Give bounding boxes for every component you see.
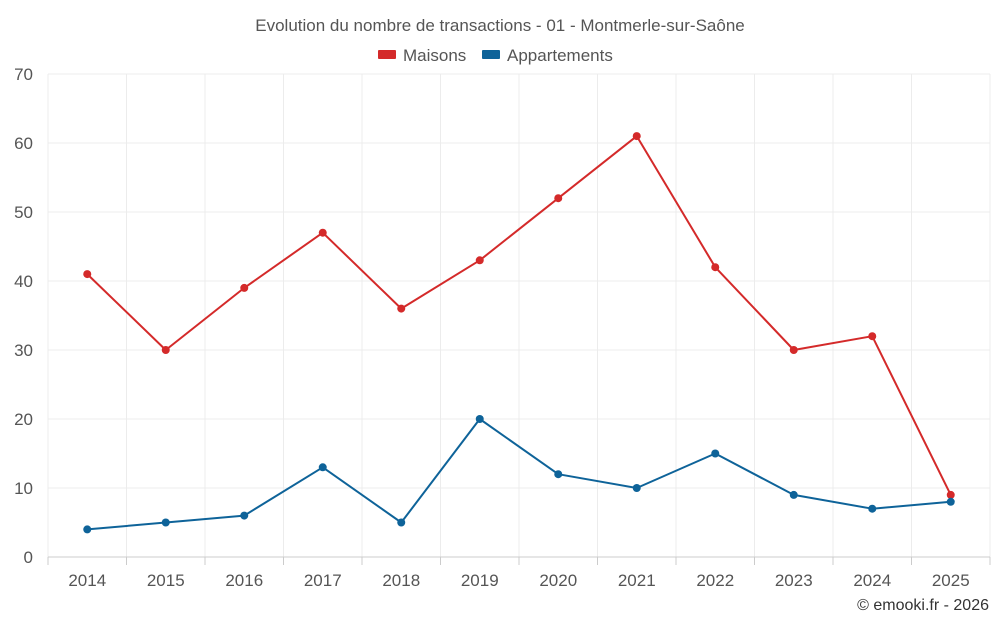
y-tick-label: 50 bbox=[14, 203, 33, 222]
series bbox=[83, 132, 955, 534]
point-appartements-2019[interactable] bbox=[475, 415, 484, 423]
series-line-appartements[interactable] bbox=[87, 418, 951, 531]
point-appartements-2015[interactable] bbox=[161, 518, 170, 527]
x-tick-label: 2025 bbox=[932, 571, 970, 590]
axes: 0 10 20 30 40 50 60 70 2014 2015 2016 2017 2018 2019 2… bbox=[14, 65, 991, 590]
y-tick-label: 30 bbox=[14, 341, 33, 360]
point-maisons-2025[interactable] bbox=[946, 490, 955, 499]
y-tick-label: 60 bbox=[14, 134, 33, 153]
point-maisons-2024[interactable] bbox=[868, 332, 877, 341]
point-appartements-2017[interactable] bbox=[318, 463, 327, 472]
point-appartements-2025[interactable] bbox=[946, 497, 955, 506]
point-appartements-2018[interactable] bbox=[397, 518, 406, 527]
point-appartements-2022[interactable] bbox=[711, 449, 720, 458]
x-tick-label: 2015 bbox=[147, 571, 185, 590]
point-maisons-2016[interactable] bbox=[240, 283, 249, 292]
y-tick-label: 0 bbox=[24, 548, 33, 567]
point-maisons-2023[interactable] bbox=[789, 346, 798, 354]
x-tick-label: 2023 bbox=[775, 571, 813, 590]
x-tick-label: 2020 bbox=[539, 571, 577, 590]
point-appartements-2021[interactable] bbox=[632, 484, 641, 492]
legend-swatch-appartements bbox=[482, 50, 500, 59]
legend-label-maisons[interactable]: Maisons bbox=[403, 46, 466, 65]
y-tick-label: 40 bbox=[14, 272, 33, 291]
point-appartements-2016[interactable] bbox=[240, 511, 249, 520]
x-tick-label: 2014 bbox=[68, 571, 106, 590]
credit-text: © emooki.fr - 2026 bbox=[857, 597, 989, 614]
grid bbox=[47, 73, 991, 557]
point-maisons-2017[interactable] bbox=[318, 228, 327, 237]
point-maisons-2015[interactable] bbox=[161, 346, 170, 354]
legend-swatch-maisons bbox=[378, 50, 396, 59]
x-tick-label: 2017 bbox=[304, 571, 342, 590]
y-tick-label: 10 bbox=[14, 479, 33, 498]
x-tick-label: 2021 bbox=[618, 571, 656, 590]
point-maisons-2018[interactable] bbox=[397, 304, 406, 313]
y-tick-label: 20 bbox=[14, 410, 33, 429]
point-maisons-2020[interactable] bbox=[554, 194, 563, 203]
x-tick-label: 2024 bbox=[853, 571, 891, 590]
point-maisons-2021[interactable] bbox=[632, 132, 641, 141]
point-appartements-2023[interactable] bbox=[789, 490, 798, 499]
point-appartements-2020[interactable] bbox=[554, 470, 563, 479]
x-tick-label: 2022 bbox=[696, 571, 734, 590]
legend-label-appartements[interactable]: Appartements bbox=[507, 46, 613, 65]
y-tick-label: 70 bbox=[14, 65, 33, 84]
point-maisons-2022[interactable] bbox=[711, 263, 720, 272]
x-tick-label: 2016 bbox=[225, 571, 263, 590]
series-line-maisons[interactable] bbox=[86, 135, 952, 496]
point-maisons-2014[interactable] bbox=[83, 270, 92, 279]
point-maisons-2019[interactable] bbox=[475, 256, 484, 265]
x-tick-label: 2019 bbox=[461, 571, 499, 590]
point-appartements-2014[interactable] bbox=[83, 525, 92, 534]
x-tick-label: 2018 bbox=[382, 571, 420, 590]
legend: Maisons Appartements bbox=[378, 46, 613, 65]
chart-title: Evolution du nombre de transactions - 01… bbox=[255, 16, 744, 35]
point-appartements-2024[interactable] bbox=[868, 504, 877, 513]
